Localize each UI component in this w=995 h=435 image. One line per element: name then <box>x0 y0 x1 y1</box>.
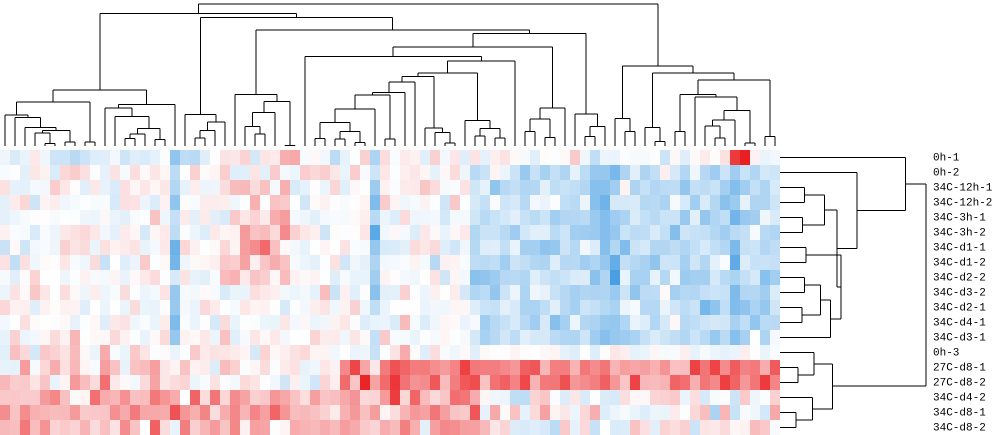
svg-text:34C-d4-1: 34C-d4-1 <box>933 317 986 329</box>
svg-text:34C-d2-1: 34C-d2-1 <box>933 302 986 314</box>
svg-text:0h-2: 0h-2 <box>933 167 959 179</box>
svg-text:34C-d8-2: 34C-d8-2 <box>933 422 986 434</box>
svg-text:34C-d1-1: 34C-d1-1 <box>933 242 986 254</box>
svg-text:34C-12h-2: 34C-12h-2 <box>933 197 992 209</box>
svg-text:34C-d8-1: 34C-d8-1 <box>933 407 986 419</box>
svg-text:34C-12h-1: 34C-12h-1 <box>933 182 993 194</box>
svg-text:34C-d4-2: 34C-d4-2 <box>933 392 986 404</box>
svg-text:0h-3: 0h-3 <box>933 347 959 359</box>
svg-text:34C-d3-1: 34C-d3-1 <box>933 332 986 344</box>
svg-text:34C-3h-2: 34C-3h-2 <box>933 227 986 239</box>
svg-text:27C-d8-2: 27C-d8-2 <box>933 377 986 389</box>
svg-text:0h-1: 0h-1 <box>933 152 960 164</box>
svg-text:34C-d1-2: 34C-d1-2 <box>933 257 986 269</box>
svg-text:34C-d3-2: 34C-d3-2 <box>933 287 986 299</box>
svg-text:27C-d8-1: 27C-d8-1 <box>933 362 986 374</box>
svg-text:34C-d2-2: 34C-d2-2 <box>933 272 986 284</box>
svg-text:34C-3h-1: 34C-3h-1 <box>933 212 986 224</box>
